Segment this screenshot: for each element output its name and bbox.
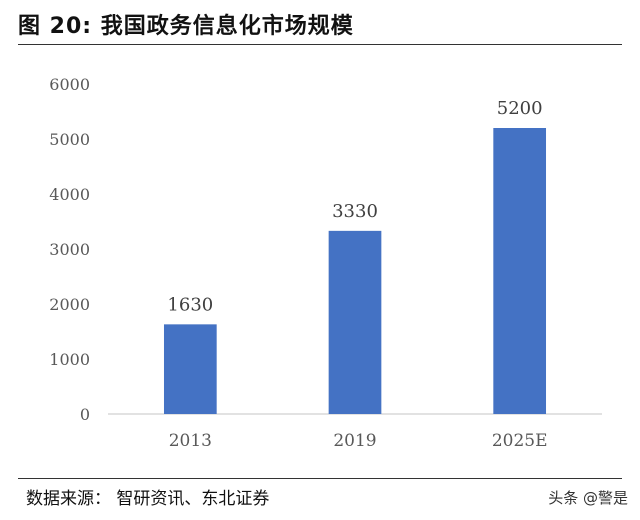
data-source-note: 数据来源： 智研资讯、东北证券 bbox=[26, 489, 270, 509]
data-label: 3330 bbox=[332, 201, 378, 222]
y-tick-label: 2000 bbox=[49, 295, 90, 314]
watermark: 头条 @警是 bbox=[548, 489, 628, 507]
bar-2025E bbox=[493, 128, 547, 414]
x-tick-label: 2019 bbox=[333, 431, 376, 451]
bar-2019 bbox=[328, 230, 382, 414]
x-tick-label: 2013 bbox=[169, 431, 212, 451]
y-tick-label: 6000 bbox=[49, 75, 90, 94]
figure-title: 图 20: 我国政务信息化市场规模 bbox=[18, 14, 354, 39]
y-tick-label: 5000 bbox=[49, 130, 90, 149]
bar-chart: 0 1000 2000 3000 4000 5000 6000 1630 2013 3330 201… bbox=[49, 75, 602, 451]
bar-2013 bbox=[163, 324, 217, 414]
source-divider bbox=[18, 478, 622, 479]
title-divider bbox=[18, 44, 622, 45]
y-tick-label: 1000 bbox=[49, 350, 90, 369]
y-tick-label: 4000 bbox=[49, 185, 90, 204]
x-tick-label: 2025E bbox=[492, 431, 548, 451]
data-label: 1630 bbox=[167, 294, 213, 315]
y-tick-label: 0 bbox=[80, 405, 90, 424]
y-tick-label: 3000 bbox=[49, 240, 90, 259]
data-label: 5200 bbox=[497, 98, 543, 119]
